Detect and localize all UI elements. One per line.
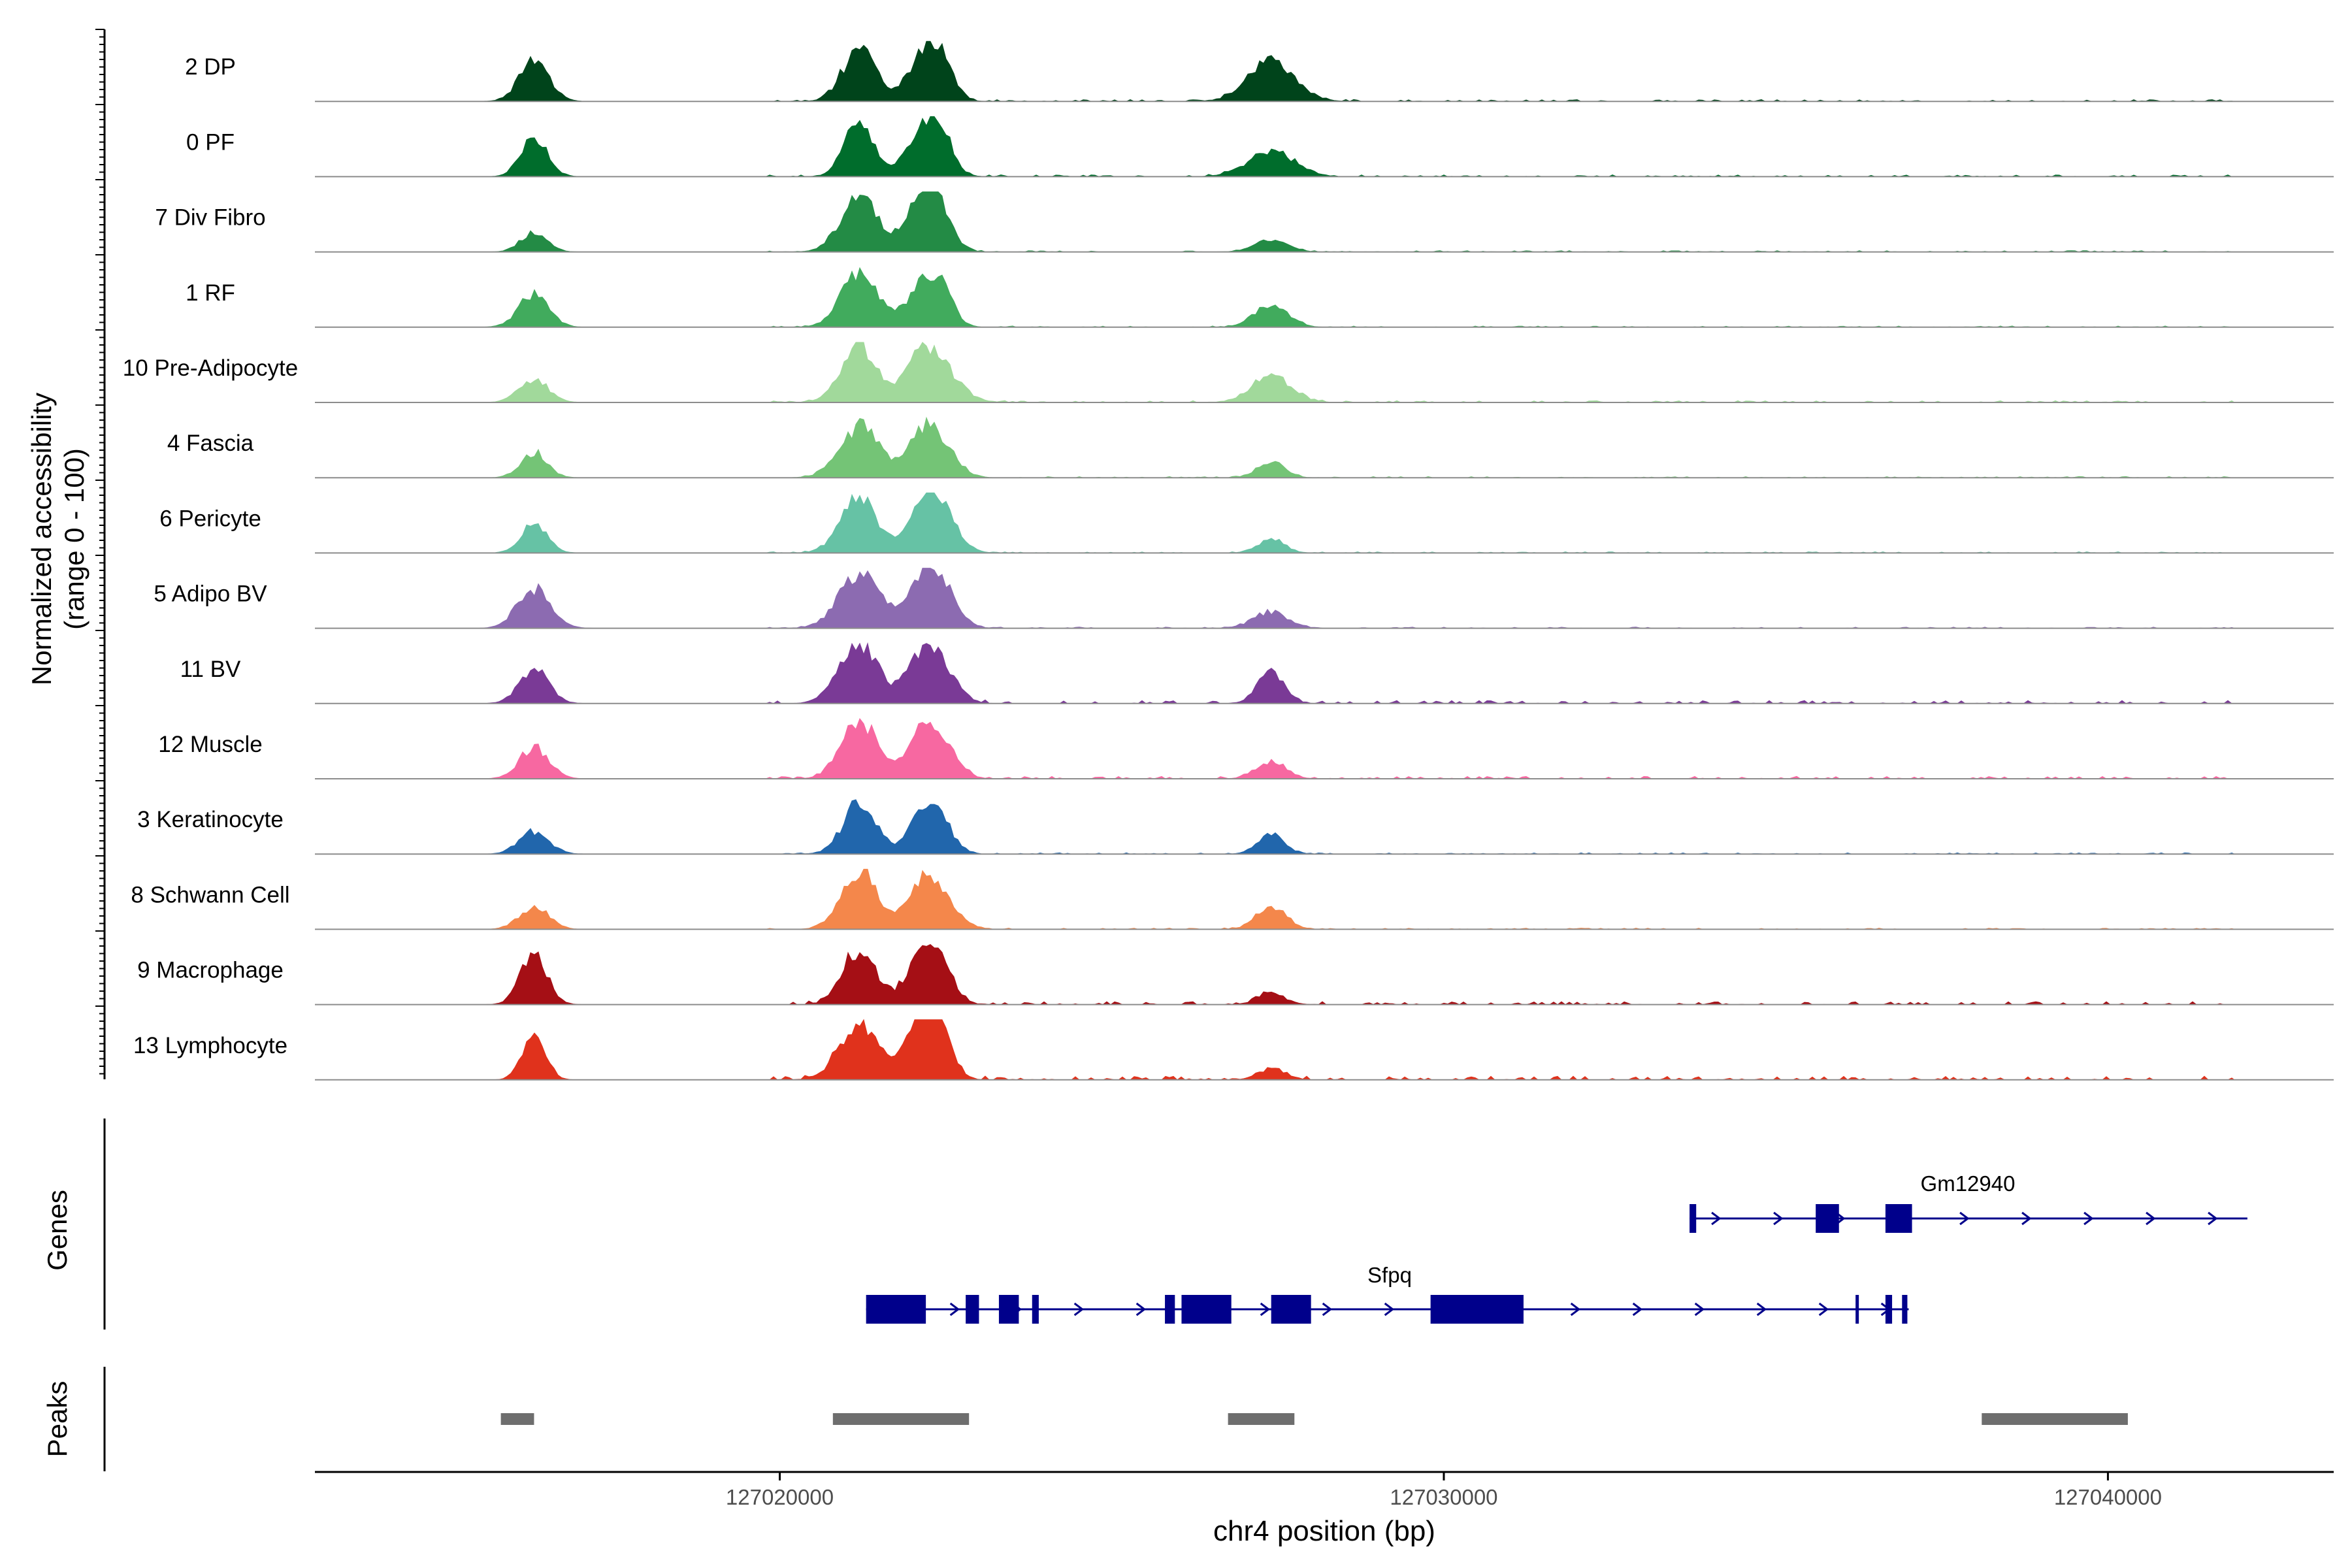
- coverage-track-label: 0 PF: [186, 129, 235, 155]
- strand-arrow: [2083, 1211, 2094, 1226]
- strand-arrow: [1959, 1211, 1970, 1226]
- strand-arrow: [1711, 1211, 1722, 1226]
- exon-block: [1271, 1295, 1311, 1324]
- coverage-track-area: [315, 41, 2235, 102]
- coverage-track-area: [315, 492, 2234, 553]
- exon-block: [998, 1295, 1019, 1324]
- peak-bar: [1228, 1413, 1295, 1425]
- coverage-track-area: [315, 568, 2235, 629]
- strand-arrow: [1384, 1302, 1395, 1316]
- strand-arrow: [1260, 1302, 1271, 1316]
- coverage-track-area: [315, 868, 2235, 930]
- coverage-track-label: 10 Pre-Adipocyte: [123, 355, 298, 381]
- exon-block: [1181, 1295, 1232, 1324]
- coverage-track-area: [315, 642, 2234, 704]
- coverage-track-label: 3 Keratinocyte: [137, 807, 284, 832]
- coverage-track-label: 5 Adipo BV: [154, 581, 267, 607]
- strand-arrow: [2208, 1211, 2218, 1226]
- strand-arrow: [1756, 1302, 1767, 1316]
- coverage-track-area: [315, 416, 2234, 478]
- strand-arrow: [1322, 1302, 1333, 1316]
- genes-panel-label: Genes: [42, 1190, 73, 1271]
- x-axis-tick-label: 127040000: [2054, 1485, 2162, 1509]
- coverage-track-area: [315, 1019, 2236, 1081]
- exon-block: [1885, 1204, 1912, 1233]
- coverage-track-area: [315, 944, 2234, 1005]
- coverage-track-area: [315, 267, 2234, 328]
- coverage-track-label: 7 Div Fibro: [155, 205, 265, 231]
- coverage-track-area: [315, 116, 2234, 177]
- exon-block: [1690, 1204, 1697, 1233]
- coverage-track-label: 2 DP: [185, 54, 236, 80]
- peaks-panel: [103, 1367, 2128, 1471]
- coverage-track-label: 11 BV: [180, 657, 241, 682]
- strand-arrow: [1818, 1302, 1829, 1316]
- peak-bar: [500, 1413, 534, 1425]
- coverage-track-area: [315, 191, 2234, 253]
- strand-arrow: [1135, 1302, 1147, 1316]
- coverage-track-label: 6 Pericyte: [159, 506, 261, 531]
- peak-bar: [1982, 1413, 2128, 1425]
- gene-name-label: Gm12940: [1921, 1171, 2016, 1196]
- x-axis-tick-label: 127020000: [726, 1485, 834, 1509]
- coverage-track-label: 4 Fascia: [167, 431, 254, 456]
- exon-block: [1902, 1295, 1908, 1324]
- exon-block: [1885, 1295, 1893, 1324]
- strand-arrow: [1694, 1302, 1705, 1316]
- x-axis-title: chr4 position (bp): [1213, 1515, 1435, 1547]
- strand-arrow: [1570, 1302, 1581, 1316]
- exon-block: [866, 1295, 926, 1324]
- coverage-track-label: 12 Muscle: [158, 732, 263, 757]
- exon-block: [1430, 1295, 1524, 1324]
- coverage-track-area: [315, 799, 2235, 855]
- x-axis-tick-label: 127030000: [1390, 1485, 1497, 1509]
- coverage-track-area: [315, 717, 2234, 779]
- y-axis-label-line1: Normalized accessibility: [26, 393, 57, 685]
- strand-arrow: [949, 1302, 960, 1316]
- coverage-track-area: [315, 342, 2236, 403]
- coverage-track-label: 8 Schwann Cell: [131, 882, 289, 907]
- strand-arrow: [1073, 1302, 1085, 1316]
- gene-annotation-panel: Gm12940 Sfpq: [103, 1119, 2247, 1330]
- exon-block: [1816, 1204, 1839, 1233]
- coverage-track-label: 9 Macrophage: [137, 958, 284, 983]
- exon-block: [1032, 1295, 1039, 1324]
- strand-arrow: [1773, 1211, 1784, 1226]
- strand-arrow: [1632, 1302, 1643, 1316]
- exon-block: [1855, 1295, 1859, 1324]
- peak-bar: [832, 1413, 970, 1425]
- strand-arrow: [2021, 1211, 2032, 1226]
- strand-arrow: [2146, 1211, 2156, 1226]
- exon-block: [966, 1295, 979, 1324]
- coverage-track-label: 1 RF: [186, 280, 235, 306]
- x-axis: 127020000 127030000 127040000: [315, 1471, 2334, 1509]
- y-axis-label-line2: (range 0 - 100): [59, 448, 90, 630]
- exon-block: [1165, 1295, 1175, 1324]
- coverage-track-label: 13 Lymphocyte: [133, 1033, 287, 1058]
- coverage-tracks: 2 DP 0 PF 7 Div Fibro 1 RF 10 Pre-Adipocyte 4…: [95, 29, 2334, 1081]
- peaks-panel-label: Peaks: [42, 1381, 73, 1458]
- gene-name-label: Sfpq: [1367, 1263, 1412, 1287]
